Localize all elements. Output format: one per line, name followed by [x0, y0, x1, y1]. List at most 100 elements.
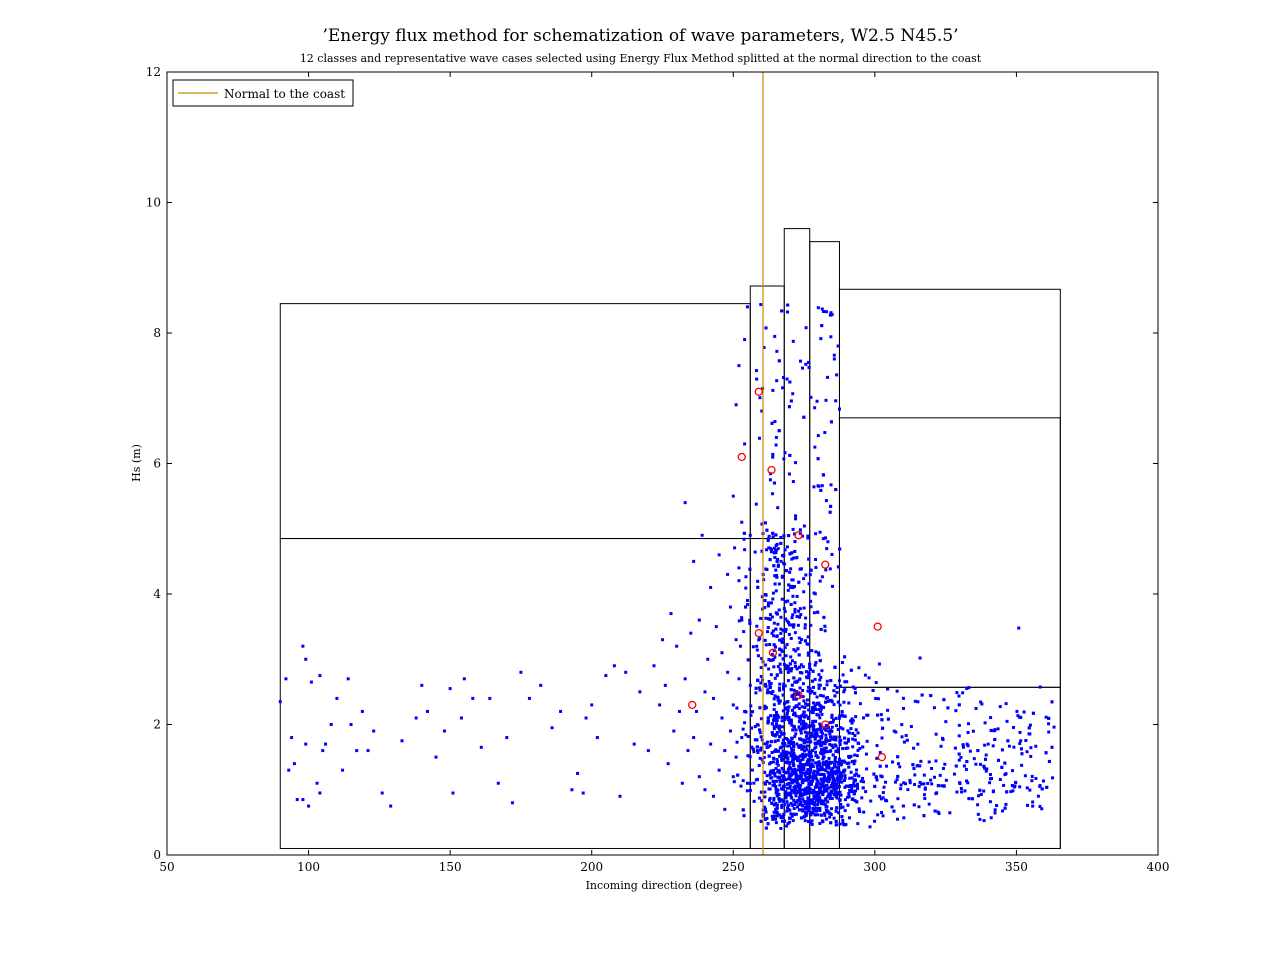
scatter-point	[817, 484, 821, 488]
scatter-point	[770, 615, 774, 619]
scatter-point	[775, 790, 779, 794]
scatter-point	[748, 683, 752, 687]
scatter-point	[771, 452, 775, 456]
scatter-point	[769, 714, 773, 718]
scatter-point	[802, 799, 806, 803]
scatter-point	[811, 701, 815, 705]
scatter-point	[790, 578, 794, 582]
scatter-point	[743, 442, 747, 446]
scatter-point	[731, 494, 735, 498]
scatter-point	[772, 648, 776, 652]
scatter-point	[711, 696, 715, 700]
scatter-point	[790, 551, 794, 555]
scatter-point	[952, 772, 956, 776]
scatter-point	[683, 501, 687, 505]
scatter-point	[804, 725, 808, 729]
scatter-point	[797, 745, 801, 749]
scatter-point	[787, 632, 791, 636]
scatter-point	[748, 567, 752, 571]
scatter-point	[767, 680, 771, 684]
scatter-point	[821, 793, 825, 797]
scatter-point	[811, 748, 815, 752]
scatter-point	[1028, 723, 1032, 727]
scatter-point	[818, 763, 822, 767]
scatter-point	[784, 706, 788, 710]
scatter-point	[784, 736, 788, 740]
scatter-point	[806, 796, 810, 800]
scatter-point	[773, 749, 777, 753]
scatter-point	[823, 727, 827, 731]
scatter-point	[789, 602, 793, 606]
scatter-point	[799, 695, 803, 699]
y-tick-label: 8	[153, 326, 161, 340]
scatter-point	[752, 799, 756, 803]
scatter-point	[825, 783, 829, 787]
scatter-point	[772, 551, 776, 555]
scatter-point	[792, 688, 796, 692]
scatter-point	[781, 554, 785, 558]
scatter-point	[836, 700, 840, 704]
scatter-point	[843, 714, 847, 718]
scatter-point	[822, 309, 826, 313]
scatter-point	[1044, 751, 1048, 755]
scatter-point	[802, 724, 806, 728]
scatter-point	[824, 760, 828, 764]
scatter-point	[834, 795, 838, 799]
scatter-point	[806, 689, 810, 693]
scatter-point	[823, 536, 827, 540]
scatter-point	[821, 761, 825, 765]
scatter-point	[768, 787, 772, 791]
scatter-point	[812, 794, 816, 798]
scatter-point	[837, 811, 841, 815]
class-box	[279, 303, 751, 540]
scatter-point	[814, 754, 818, 758]
scatter-point	[321, 749, 325, 753]
scatter-point	[875, 756, 879, 760]
scatter-point	[748, 533, 752, 537]
scatter-point	[807, 784, 811, 788]
scatter-point	[780, 798, 784, 802]
scatter-point	[766, 721, 770, 725]
scatter-point	[550, 726, 554, 730]
scatter-point	[878, 794, 882, 798]
scatter-point	[771, 597, 775, 601]
scatter-point	[795, 789, 799, 793]
scatter-point	[801, 720, 805, 724]
scatter-point	[785, 711, 789, 715]
scatter-point	[743, 338, 747, 342]
scatter-point	[782, 561, 786, 565]
scatter-point	[818, 806, 822, 810]
scatter-point	[813, 741, 817, 745]
scatter-point	[794, 728, 798, 732]
scatter-point	[1025, 786, 1029, 790]
scatter-point	[774, 573, 778, 577]
scatter-point	[811, 721, 815, 725]
scatter-point	[785, 545, 789, 549]
scatter-point	[827, 775, 831, 779]
scatter-point	[846, 739, 850, 743]
scatter-point	[773, 733, 777, 737]
scatter-point	[758, 731, 762, 735]
scatter-point	[755, 749, 759, 753]
scatter-point	[785, 809, 789, 813]
scatter-point	[805, 811, 809, 815]
scatter-point	[803, 789, 807, 793]
scatter-point	[760, 758, 764, 762]
scatter-point	[818, 797, 822, 801]
scatter-point	[816, 790, 820, 794]
scatter-point	[984, 769, 988, 773]
scatter-point	[896, 755, 900, 759]
scatter-point	[808, 734, 812, 738]
scatter-point	[803, 814, 807, 818]
scatter-point	[309, 680, 313, 684]
scatter-point	[819, 488, 823, 492]
scatter-point	[793, 680, 797, 684]
scatter-point	[829, 483, 833, 487]
scatter-point	[757, 764, 761, 768]
representative-case-marker	[821, 560, 830, 569]
scatter-point	[822, 799, 826, 803]
scatter-point	[792, 706, 796, 710]
scatter-point	[798, 769, 802, 773]
scatter-point	[900, 723, 904, 727]
scatter-point	[1028, 788, 1032, 792]
